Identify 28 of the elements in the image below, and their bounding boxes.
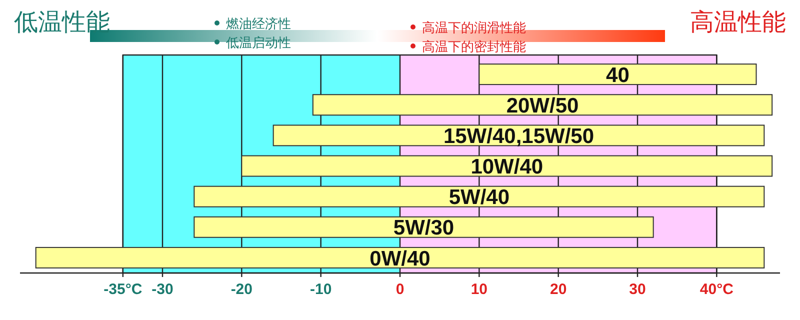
x-tick-label: 40°C [700,281,734,298]
text: 低温性能 [14,8,110,36]
text: 燃油经济性 [226,17,291,32]
x-tick-label: 30 [629,281,646,298]
text: 高温性能 [690,8,786,36]
y-tick-label: 0W/40 [370,247,430,270]
y-tick-label: 5W/30 [393,216,454,240]
y-tick-label: 15W/40,15W/50 [443,124,594,148]
bar [241,155,773,177]
bar [312,94,773,116]
y-tick-label: 5W/40 [448,186,510,210]
x-tick-label: -10 [310,281,332,298]
bar [35,246,765,268]
y-tick-label: 20W/50 [506,94,579,118]
text: 低温启动性 [226,35,291,51]
bar [478,64,757,86]
x-tick-label: -35°C [104,281,142,298]
text: 高温下的润滑性能 [422,20,526,36]
x-tick-label: 10 [470,281,488,298]
x-tick-label: -20 [230,281,253,298]
y-tick-label: 40 [606,64,630,87]
y-tick-label: 10W/40 [470,156,544,179]
x-tick-label: 20 [550,281,567,298]
annotation: 高温下的密封性能 [422,39,526,55]
bar [194,216,654,238]
x-tick-label: 0 [396,281,404,298]
bar [194,186,765,208]
x-tick-label: -30 [152,281,174,298]
